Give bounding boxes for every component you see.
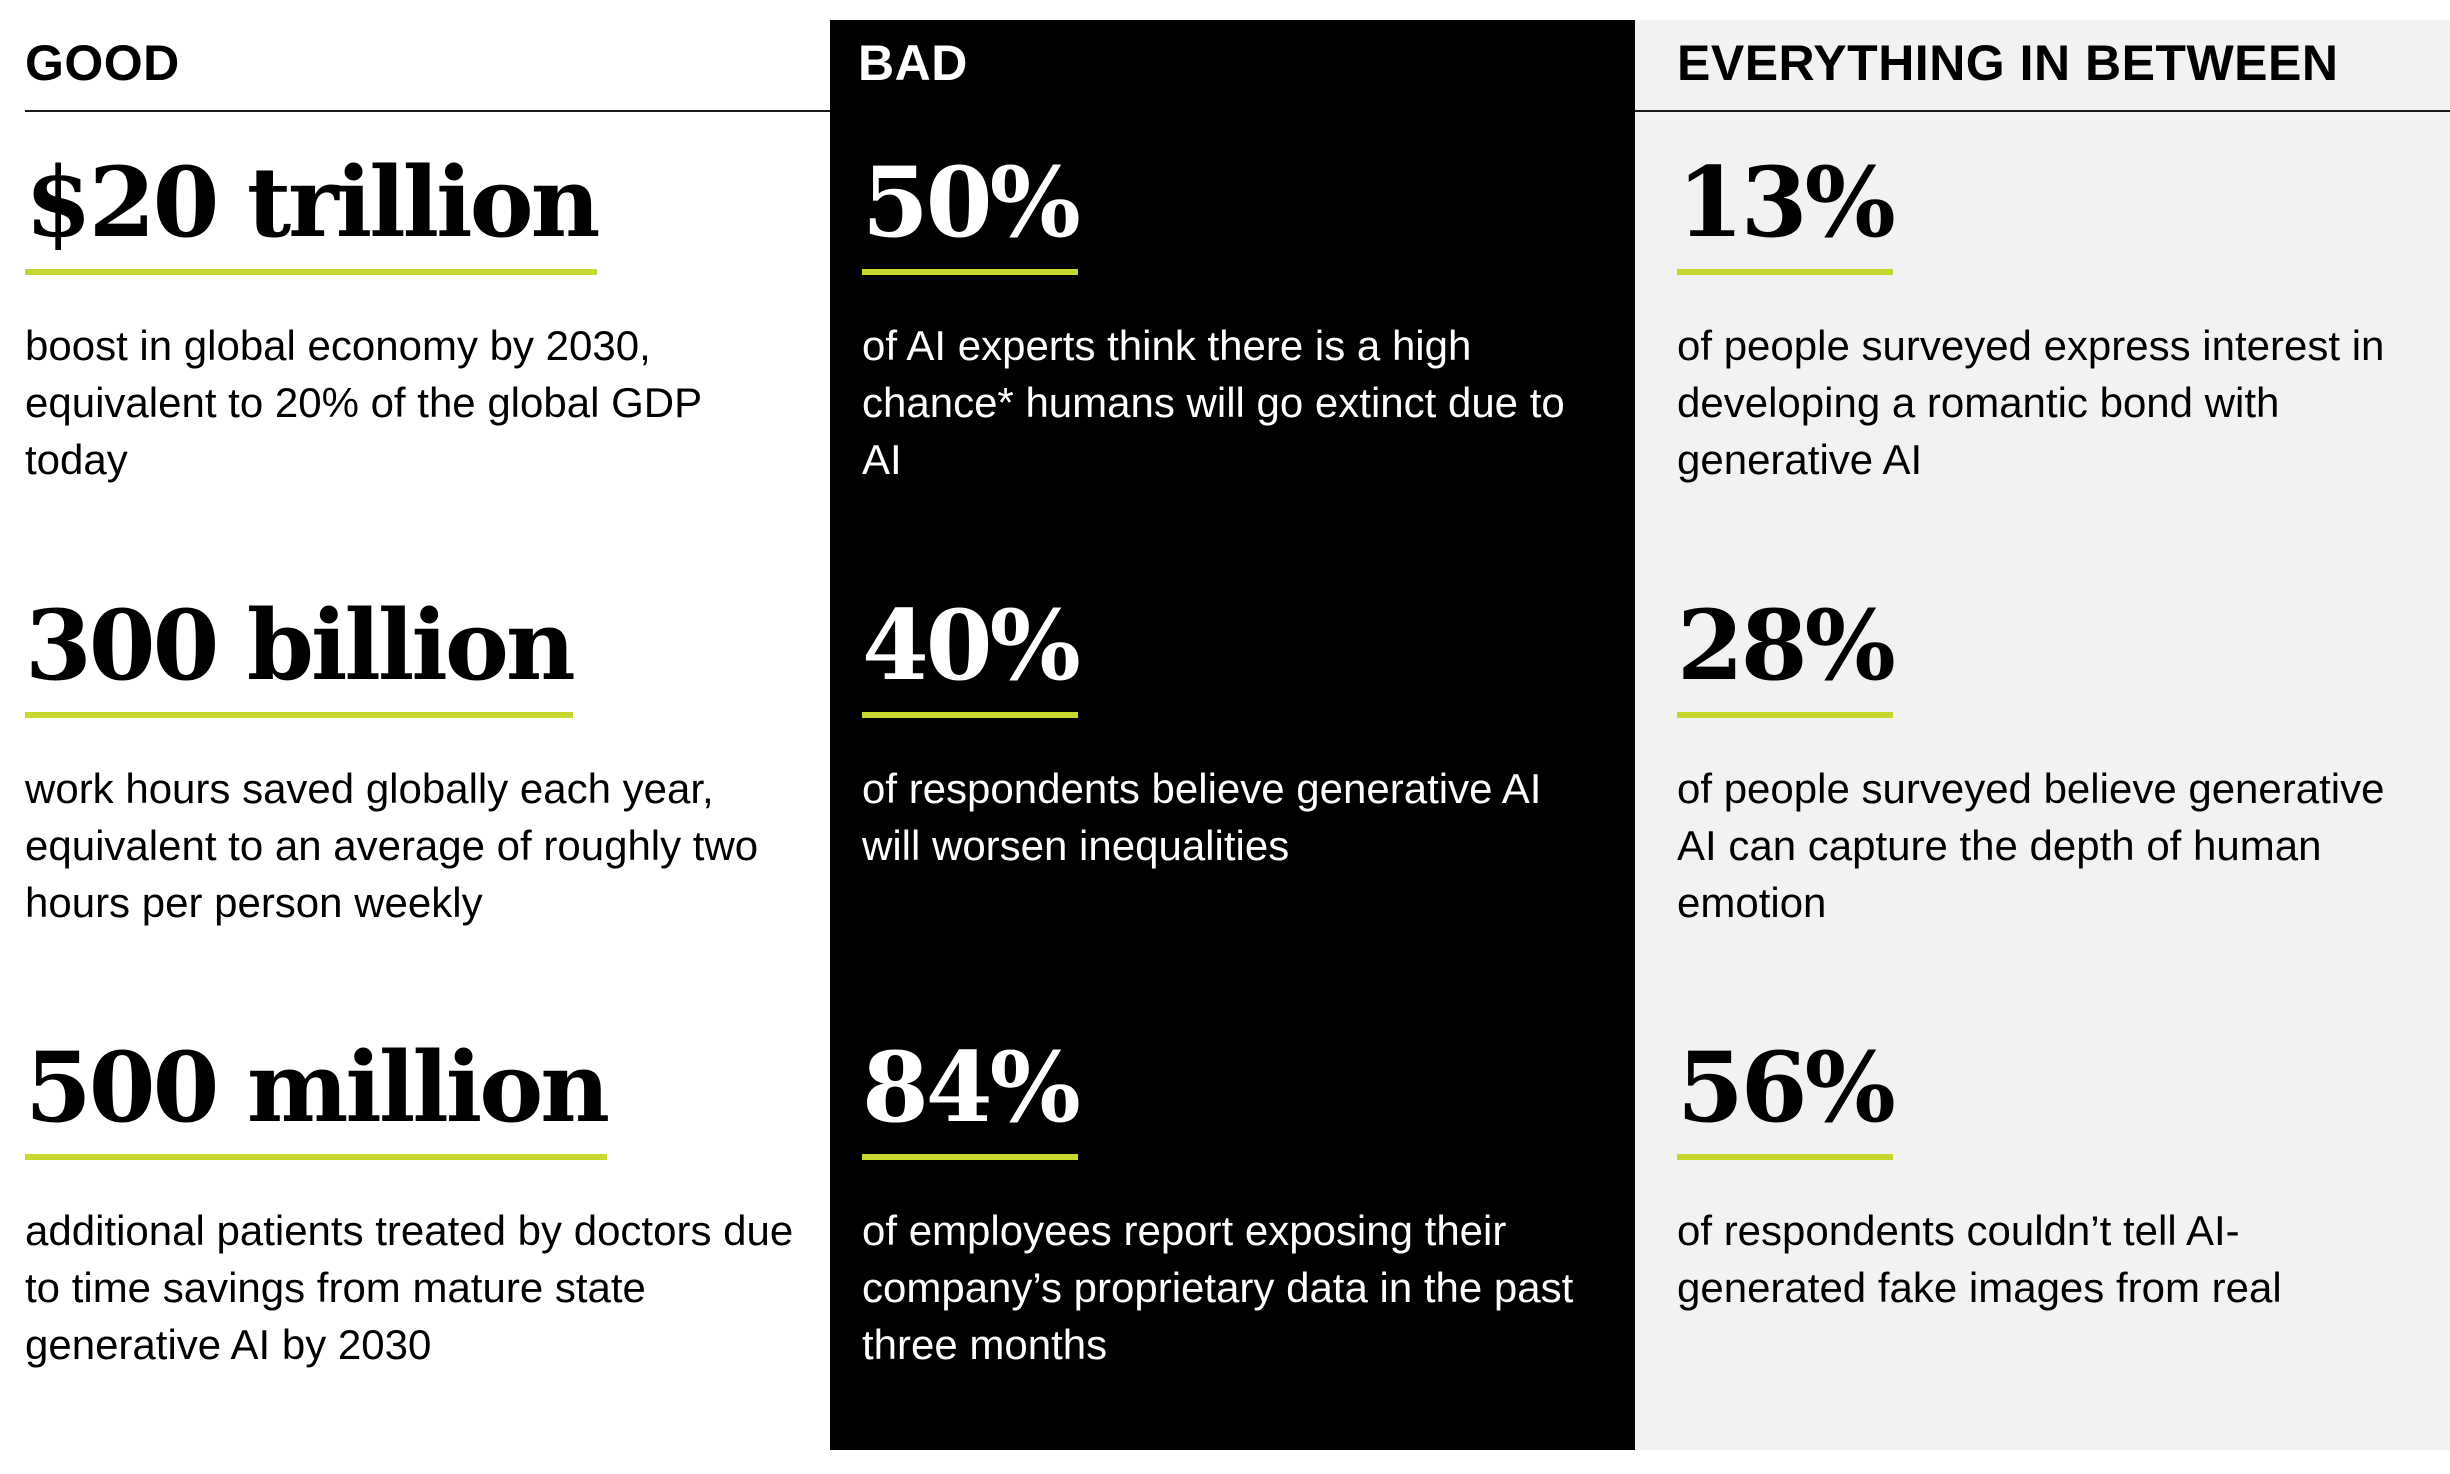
good-stat-2-value: 300 billion bbox=[25, 598, 576, 718]
bad-stat-1: 50% of AI experts think there is a high … bbox=[862, 155, 1622, 488]
between-column: EVERYTHING IN BETWEEN 13% of people surv… bbox=[1635, 20, 2450, 1450]
good-header-divider bbox=[25, 110, 830, 112]
between-stat-3-value: 56% bbox=[1677, 1040, 1896, 1160]
good-stat-1-description: boost in global economy by 2030, equival… bbox=[25, 322, 702, 483]
bad-stat-2: 40% of respondents believe generative AI… bbox=[862, 598, 1622, 874]
between-stat-2: 28% of people surveyed believe generativ… bbox=[1677, 598, 2437, 931]
between-header: EVERYTHING IN BETWEEN bbox=[1677, 35, 2339, 91]
good-stat-3: 500 million additional patients treated … bbox=[25, 1040, 793, 1373]
good-stat-3-value: 500 million bbox=[25, 1040, 610, 1160]
bad-stat-3-value: 84% bbox=[862, 1040, 1081, 1160]
bad-column: BAD 50% of AI experts think there is a h… bbox=[830, 20, 1635, 1450]
good-stat-2-description: work hours saved globally each year, equ… bbox=[25, 765, 759, 926]
good-stat-3-description: additional patients treated by doctors d… bbox=[25, 1207, 794, 1368]
between-stat-2-value: 28% bbox=[1677, 598, 1896, 718]
good-stat-2: 300 billion work hours saved globally ea… bbox=[25, 598, 785, 931]
between-stat-3: 56% of respondents couldn’t tell AI-gene… bbox=[1677, 1040, 2437, 1316]
bad-header: BAD bbox=[858, 35, 968, 91]
good-stat-1: $20 trillion boost in global economy by … bbox=[25, 155, 785, 488]
between-header-divider bbox=[1635, 110, 2450, 112]
between-stat-2-description: of people surveyed believe generative AI… bbox=[1677, 765, 2385, 926]
between-stat-1-description: of people surveyed express interest in d… bbox=[1677, 322, 2385, 483]
bad-stat-3: 84% of employees report exposing their c… bbox=[862, 1040, 1622, 1373]
bad-stat-2-value: 40% bbox=[862, 598, 1081, 718]
good-header: GOOD bbox=[25, 35, 180, 91]
bad-stat-2-description: of respondents believe generative AI wil… bbox=[862, 765, 1542, 869]
between-stat-1: 13% of people surveyed express interest … bbox=[1677, 155, 2437, 488]
bad-stat-1-value: 50% bbox=[862, 155, 1081, 275]
bad-stat-1-description: of AI experts think there is a high chan… bbox=[862, 322, 1565, 483]
between-stat-1-value: 13% bbox=[1677, 155, 1896, 275]
good-stat-1-value: $20 trillion bbox=[25, 155, 600, 275]
between-stat-3-description: of respondents couldn’t tell AI-generate… bbox=[1677, 1207, 2282, 1311]
bad-stat-3-description: of employees report exposing their compa… bbox=[862, 1207, 1574, 1368]
good-column: GOOD $20 trillion boost in global econom… bbox=[0, 20, 830, 1450]
